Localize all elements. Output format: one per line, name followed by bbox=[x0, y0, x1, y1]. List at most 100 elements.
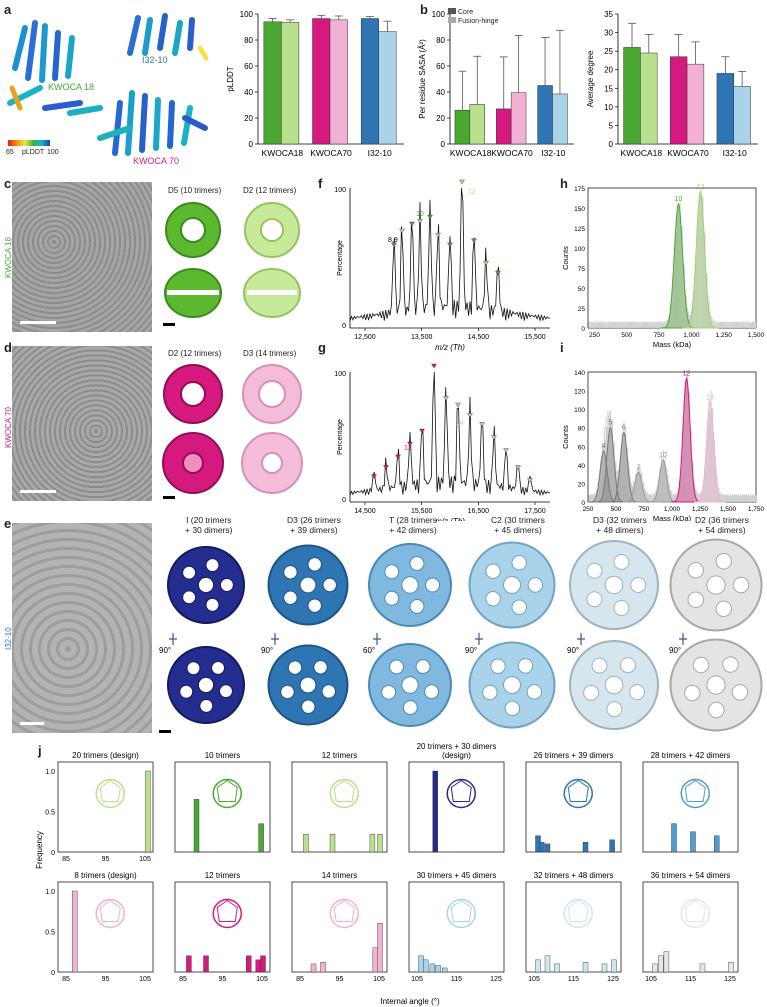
peak-marker-g_ms bbox=[491, 435, 497, 440]
hist-bar-h_mass bbox=[654, 321, 656, 328]
hist-bar-i_mass bbox=[687, 373, 689, 502]
cage-hole bbox=[381, 684, 397, 700]
hist-bar-h_mass bbox=[684, 289, 686, 328]
structure-models bbox=[7, 13, 209, 156]
ytick-label-h_mass: 0 bbox=[581, 326, 585, 333]
fit-curve-i_mass bbox=[594, 426, 627, 503]
hist-bar-i_mass bbox=[638, 466, 640, 502]
hist-bar-i_mass bbox=[609, 410, 611, 502]
panel-label-e: e bbox=[4, 516, 12, 531]
hist-bar-i_mass bbox=[702, 484, 704, 502]
hist-bar-h_mass bbox=[674, 241, 676, 328]
ymax-label-g_ms: 100 bbox=[334, 371, 346, 378]
xtick-label-f_ms: 13,500 bbox=[411, 334, 433, 341]
ytick-label-a_plddt: 100 bbox=[240, 10, 254, 19]
xlabel-h_mass: Mass (kDa) bbox=[653, 340, 692, 349]
hist-bar-h_mass bbox=[651, 321, 653, 328]
hist-xtick: 115 bbox=[685, 976, 696, 983]
hist-xtick: 125 bbox=[607, 976, 619, 983]
hist-bar-i_mass bbox=[623, 421, 625, 502]
ytick-label-b_sasa: 80 bbox=[436, 36, 445, 45]
category-label-b_degree: I32-10 bbox=[723, 148, 747, 158]
cage-hole bbox=[708, 701, 725, 719]
hist-bar-i_mass bbox=[690, 428, 692, 502]
hist-bar-h_mass bbox=[620, 321, 622, 328]
hist-xtick: 85 bbox=[296, 976, 304, 983]
cage-hole bbox=[504, 700, 521, 717]
hist-bar bbox=[535, 959, 541, 973]
hist-bar-h_mass bbox=[650, 322, 652, 328]
cage-hole bbox=[280, 684, 295, 700]
xtick-label-i_mass: 1,250 bbox=[692, 506, 709, 513]
hist-bar-h_mass bbox=[659, 322, 661, 328]
category-label-b_sasa: I32-10 bbox=[541, 148, 565, 158]
rotation-icon bbox=[169, 633, 177, 645]
hist-bar bbox=[377, 923, 383, 973]
hist-bar-h_mass bbox=[726, 322, 728, 328]
xtick-label-h_mass: 1,250 bbox=[716, 332, 733, 339]
hist-xtick: 105 bbox=[373, 976, 385, 983]
cage-hole bbox=[715, 552, 732, 570]
hist-bar-i_mass bbox=[645, 488, 647, 502]
bar-b_degree bbox=[670, 56, 688, 145]
hist-bar-h_mass bbox=[662, 322, 664, 328]
hist-bar-i_mass bbox=[649, 494, 651, 502]
peak-label-i_mass: 10 bbox=[659, 452, 667, 459]
map-d5-side bbox=[164, 268, 222, 318]
scalebar-maps-c bbox=[163, 323, 175, 326]
hist-bar-i_mass bbox=[725, 494, 727, 502]
map-d3-kwoca70-top bbox=[242, 364, 302, 424]
bar-b_degree bbox=[733, 86, 751, 145]
hist-bar-h_mass bbox=[692, 307, 694, 328]
hist-bar-h_mass bbox=[700, 188, 702, 328]
hist-bar-i_mass bbox=[608, 415, 610, 502]
hist-bar-h_mass bbox=[612, 322, 614, 328]
hist-bar-h_mass bbox=[623, 322, 625, 328]
hist-bar-h_mass bbox=[755, 321, 757, 328]
hist-bar-h_mass bbox=[642, 321, 644, 328]
cage-map-5: 90° bbox=[567, 540, 659, 730]
cage-hole bbox=[205, 558, 220, 573]
cage-hole bbox=[409, 556, 425, 572]
bar-b_degree bbox=[716, 73, 734, 145]
hist-bar-i_mass bbox=[738, 494, 740, 502]
hist-bar bbox=[310, 963, 317, 973]
ytick-label-b_degree: 10 bbox=[604, 103, 613, 112]
hist-bar-i_mass bbox=[647, 493, 649, 502]
hist-xtick: 105 bbox=[139, 856, 151, 863]
hist-bar-h_mass bbox=[590, 321, 592, 328]
hist-bar-h_mass bbox=[744, 321, 746, 328]
hist-bar-i_mass bbox=[658, 477, 660, 502]
hist-bar-h_mass bbox=[635, 322, 637, 328]
hist-bar-i_mass bbox=[706, 428, 708, 502]
hist-bar-h_mass bbox=[682, 263, 684, 328]
hist-bar-h_mass bbox=[645, 321, 647, 328]
ytick0-label-g_ms: 0 bbox=[342, 497, 346, 504]
peak-marker-f_ms bbox=[435, 233, 441, 238]
hist-bar bbox=[544, 955, 551, 973]
hist-bar-h_mass bbox=[728, 322, 730, 328]
hist-bar-i_mass bbox=[588, 495, 590, 502]
density-maps-c bbox=[163, 202, 301, 326]
hist-bar-i_mass bbox=[651, 494, 653, 502]
xtick-label-g_ms: 15,500 bbox=[411, 508, 433, 515]
cage-hole bbox=[321, 684, 336, 699]
ytick-label-b_degree: 15 bbox=[604, 84, 613, 93]
hist-bar-h_mass bbox=[748, 322, 750, 328]
hist-bar bbox=[429, 963, 436, 973]
panel-label-f: f bbox=[318, 176, 323, 191]
ytick-label-h_mass: 150 bbox=[574, 206, 585, 213]
panel-label-i: i bbox=[560, 340, 564, 355]
cage-hole bbox=[425, 577, 441, 593]
ytick-label-i_mass: 140 bbox=[574, 370, 585, 377]
polyhedron-icon bbox=[563, 898, 593, 929]
micrograph-i3210 bbox=[12, 523, 152, 733]
hist-ytick: 1.0 bbox=[45, 889, 55, 896]
cage-hole bbox=[299, 576, 317, 594]
cage-hole bbox=[604, 575, 624, 595]
hist-xtick: 105 bbox=[411, 976, 423, 983]
cage-hole bbox=[384, 564, 400, 580]
polyhedron-face bbox=[567, 899, 589, 922]
scalebar-maps-d bbox=[163, 496, 175, 499]
hist-bar-h_mass bbox=[701, 198, 703, 328]
